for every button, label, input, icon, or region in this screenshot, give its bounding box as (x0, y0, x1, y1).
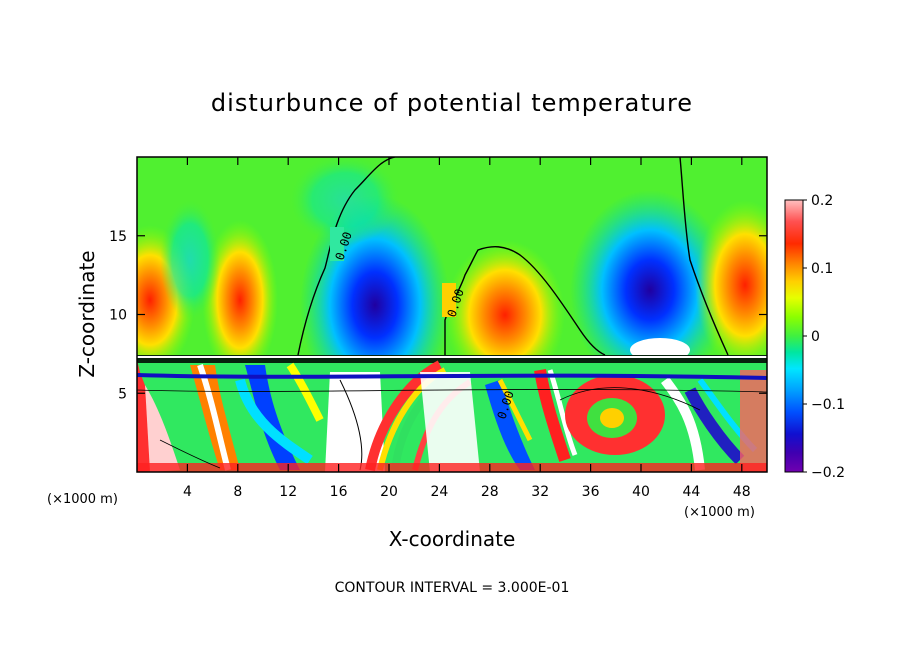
x-tick-label: 4 (183, 484, 192, 500)
y-tick-label: 10 (109, 308, 127, 324)
colorbar-ticks: 0.2 0.1 0 −0.1 −0.2 (803, 193, 845, 481)
colorbar-scale (784, 199, 804, 473)
x-tick-label: 48 (733, 484, 751, 500)
lower-field (137, 355, 767, 472)
x-tick-label: 8 (233, 484, 242, 500)
x-tick-label: 16 (330, 484, 348, 500)
y-tick-label: 15 (109, 229, 127, 245)
x-tick-label: 44 (682, 484, 700, 500)
contour-interval-note: CONTOUR INTERVAL = 3.000E-01 (335, 580, 570, 596)
y-axis-ticks: 5 10 15 (109, 229, 767, 402)
y-axis-title: Z-coordinate (75, 250, 99, 377)
colorbar-tick-label: −0.1 (811, 397, 845, 413)
plot-area (137, 157, 767, 472)
x-tick-label: 36 (582, 484, 600, 500)
x-tick-label: 24 (430, 484, 448, 500)
x-tick-label: 40 (632, 484, 650, 500)
colorbar: 0.2 0.1 0 −0.1 −0.2 (784, 193, 845, 481)
colorbar-tick-label: 0 (811, 329, 820, 345)
y-tick-label: 5 (118, 386, 127, 402)
x-axis-ticks: 4 8 12 16 20 24 28 32 36 40 44 48 (183, 157, 751, 500)
colorbar-tick-label: 0.2 (811, 193, 833, 209)
colorbar-tick-label: −0.2 (811, 465, 845, 481)
x-tick-label: 12 (279, 484, 297, 500)
colorbar-tick-label: 0.1 (811, 261, 833, 277)
x-tick-label: 32 (531, 484, 549, 500)
x-unit-label-right: (×1000 m) (684, 505, 755, 520)
x-unit-label-left: (×1000 m) (47, 492, 118, 507)
chart-title: disturbunce of potential temperature (211, 89, 693, 117)
x-tick-label: 28 (481, 484, 499, 500)
x-tick-label: 20 (380, 484, 398, 500)
x-axis-title: X-coordinate (389, 527, 516, 551)
